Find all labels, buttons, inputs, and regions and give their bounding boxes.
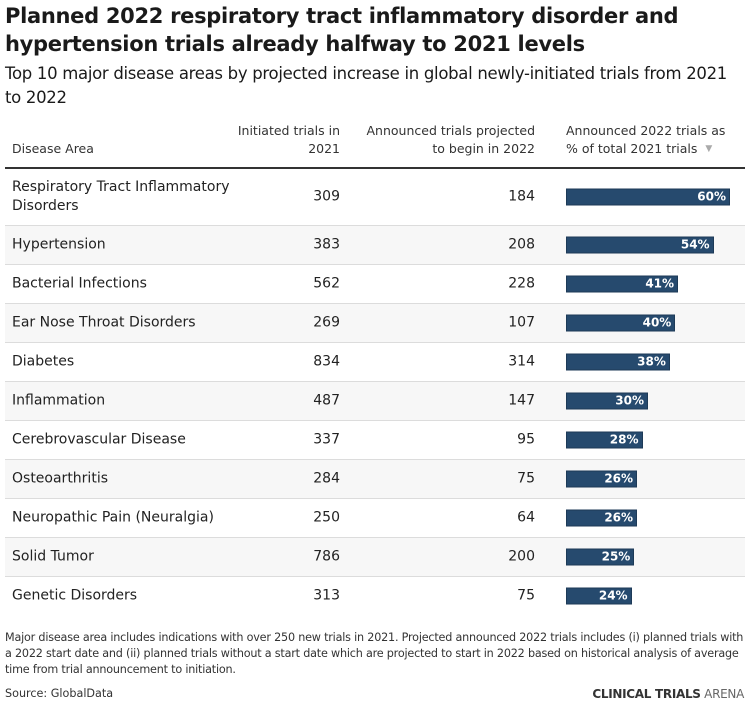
percent-bar: 40%: [566, 314, 676, 332]
cell-disease-area: Respiratory Tract Inflammatory Disorders: [12, 179, 230, 214]
chart-title: Planned 2022 respiratory tract inflammat…: [5, 4, 679, 56]
cell-announced-2022: 314: [508, 353, 535, 370]
table-row: Ear Nose Throat Disorders 269 107 40%: [5, 304, 745, 343]
header-percent-label: Announced 2022 trials as % of total 2021…: [566, 122, 726, 156]
header-announced-2022[interactable]: Announced trials projected to begin in 2…: [366, 123, 536, 156]
table-row: Cerebrovascular Disease 337 95 28%: [5, 421, 745, 460]
cell-announced-2022: 208: [508, 236, 535, 253]
cell-announced-2022: 75: [517, 587, 535, 604]
percent-bar-label: 54%: [680, 237, 710, 252]
cell-initiated-2021: 309: [313, 188, 340, 205]
table-body: Respiratory Tract Inflammatory Disorders…: [5, 169, 745, 615]
cell-disease-area: Inflammation: [12, 392, 106, 409]
table-header: Disease Area Initiated trials in 2021 An…: [5, 120, 745, 169]
table-row: Respiratory Tract Inflammatory Disorders…: [5, 169, 745, 226]
cell-initiated-2021: 487: [313, 392, 340, 409]
cell-disease-area: Genetic Disorders: [12, 587, 138, 604]
cell-announced-2022: 95: [517, 431, 535, 448]
header-percent-of-2021[interactable]: Announced 2022 trials as % of total 2021…: [566, 122, 736, 159]
cell-announced-2022: 147: [508, 392, 535, 409]
percent-bar: 54%: [566, 236, 714, 254]
cell-initiated-2021: 250: [313, 509, 340, 526]
percent-bar-label: 26%: [604, 471, 634, 486]
percent-bar-label: 40%: [642, 315, 672, 330]
table-row: Hypertension 383 208 54%: [5, 226, 745, 265]
percent-bar: 41%: [566, 275, 679, 293]
cell-disease-area: Diabetes: [12, 353, 75, 370]
cell-initiated-2021: 562: [313, 275, 340, 292]
percent-bar-label: 60%: [697, 189, 726, 204]
percent-bar-label: 26%: [604, 510, 634, 525]
cell-announced-2022: 107: [508, 314, 535, 331]
source-note: Source: GlobalData: [5, 687, 114, 700]
cell-initiated-2021: 313: [313, 587, 340, 604]
cell-announced-2022: 228: [508, 275, 535, 292]
table-row: Inflammation 487 147 30%: [5, 382, 745, 421]
cell-announced-2022: 75: [517, 470, 535, 487]
percent-bar-label: 25%: [601, 549, 631, 564]
table-row: Bacterial Infections 562 228 41%: [5, 265, 745, 304]
percent-bar: 25%: [566, 548, 635, 566]
percent-bar: 28%: [566, 431, 643, 449]
percent-bar-label: 41%: [645, 276, 675, 291]
table-row: Genetic Disorders 313 75 24%: [5, 577, 745, 615]
cell-disease-area: Cerebrovascular Disease: [12, 431, 186, 448]
cell-initiated-2021: 284: [313, 470, 340, 487]
cell-disease-area: Osteoarthritis: [12, 470, 108, 487]
percent-bar-label: 24%: [598, 588, 628, 603]
cell-disease-area: Hypertension: [12, 236, 106, 253]
cell-announced-2022: 200: [508, 548, 535, 565]
cell-disease-area: Solid Tumor: [12, 548, 94, 565]
cell-disease-area: Bacterial Infections: [12, 275, 147, 292]
sort-descending-icon[interactable]: ▼: [705, 144, 713, 154]
footnote: Major disease area includes indications …: [5, 631, 744, 676]
header-initiated-2021[interactable]: Initiated trials in 2021: [237, 123, 340, 156]
cell-announced-2022: 64: [517, 509, 535, 526]
table-row: Solid Tumor 786 200 25%: [5, 538, 745, 577]
cell-initiated-2021: 834: [313, 353, 340, 370]
cell-initiated-2021: 269: [313, 314, 340, 331]
brand-bold: CLINICAL TRIALS: [592, 687, 701, 701]
brand-light: ARENA: [704, 687, 744, 701]
percent-bar: 26%: [566, 509, 638, 527]
cell-announced-2022: 184: [508, 188, 535, 205]
percent-bar: 26%: [566, 470, 638, 488]
data-table: Disease Area Initiated trials in 2021 An…: [5, 120, 745, 615]
percent-bar: 60%: [566, 188, 730, 206]
header-disease-area[interactable]: Disease Area: [12, 141, 94, 156]
table-row: Osteoarthritis 284 75 26%: [5, 460, 745, 499]
cell-disease-area: Neuropathic Pain (Neuralgia): [12, 509, 214, 526]
percent-bar: 24%: [566, 587, 632, 605]
chart-subtitle: Top 10 major disease areas by projected …: [5, 64, 727, 107]
percent-bar: 30%: [566, 392, 648, 410]
cell-disease-area: Ear Nose Throat Disorders: [12, 314, 196, 331]
table-row: Neuropathic Pain (Neuralgia) 250 64 26%: [5, 499, 745, 538]
percent-bar: 38%: [566, 353, 670, 371]
cell-initiated-2021: 786: [313, 548, 340, 565]
percent-bar-label: 28%: [609, 432, 639, 447]
table-row: Diabetes 834 314 38%: [5, 343, 745, 382]
percent-bar-label: 30%: [615, 393, 644, 408]
brand-logo: CLINICAL TRIALS ARENA: [592, 686, 744, 702]
cell-initiated-2021: 383: [313, 236, 340, 253]
percent-bar-label: 38%: [637, 354, 666, 369]
cell-initiated-2021: 337: [313, 431, 340, 448]
